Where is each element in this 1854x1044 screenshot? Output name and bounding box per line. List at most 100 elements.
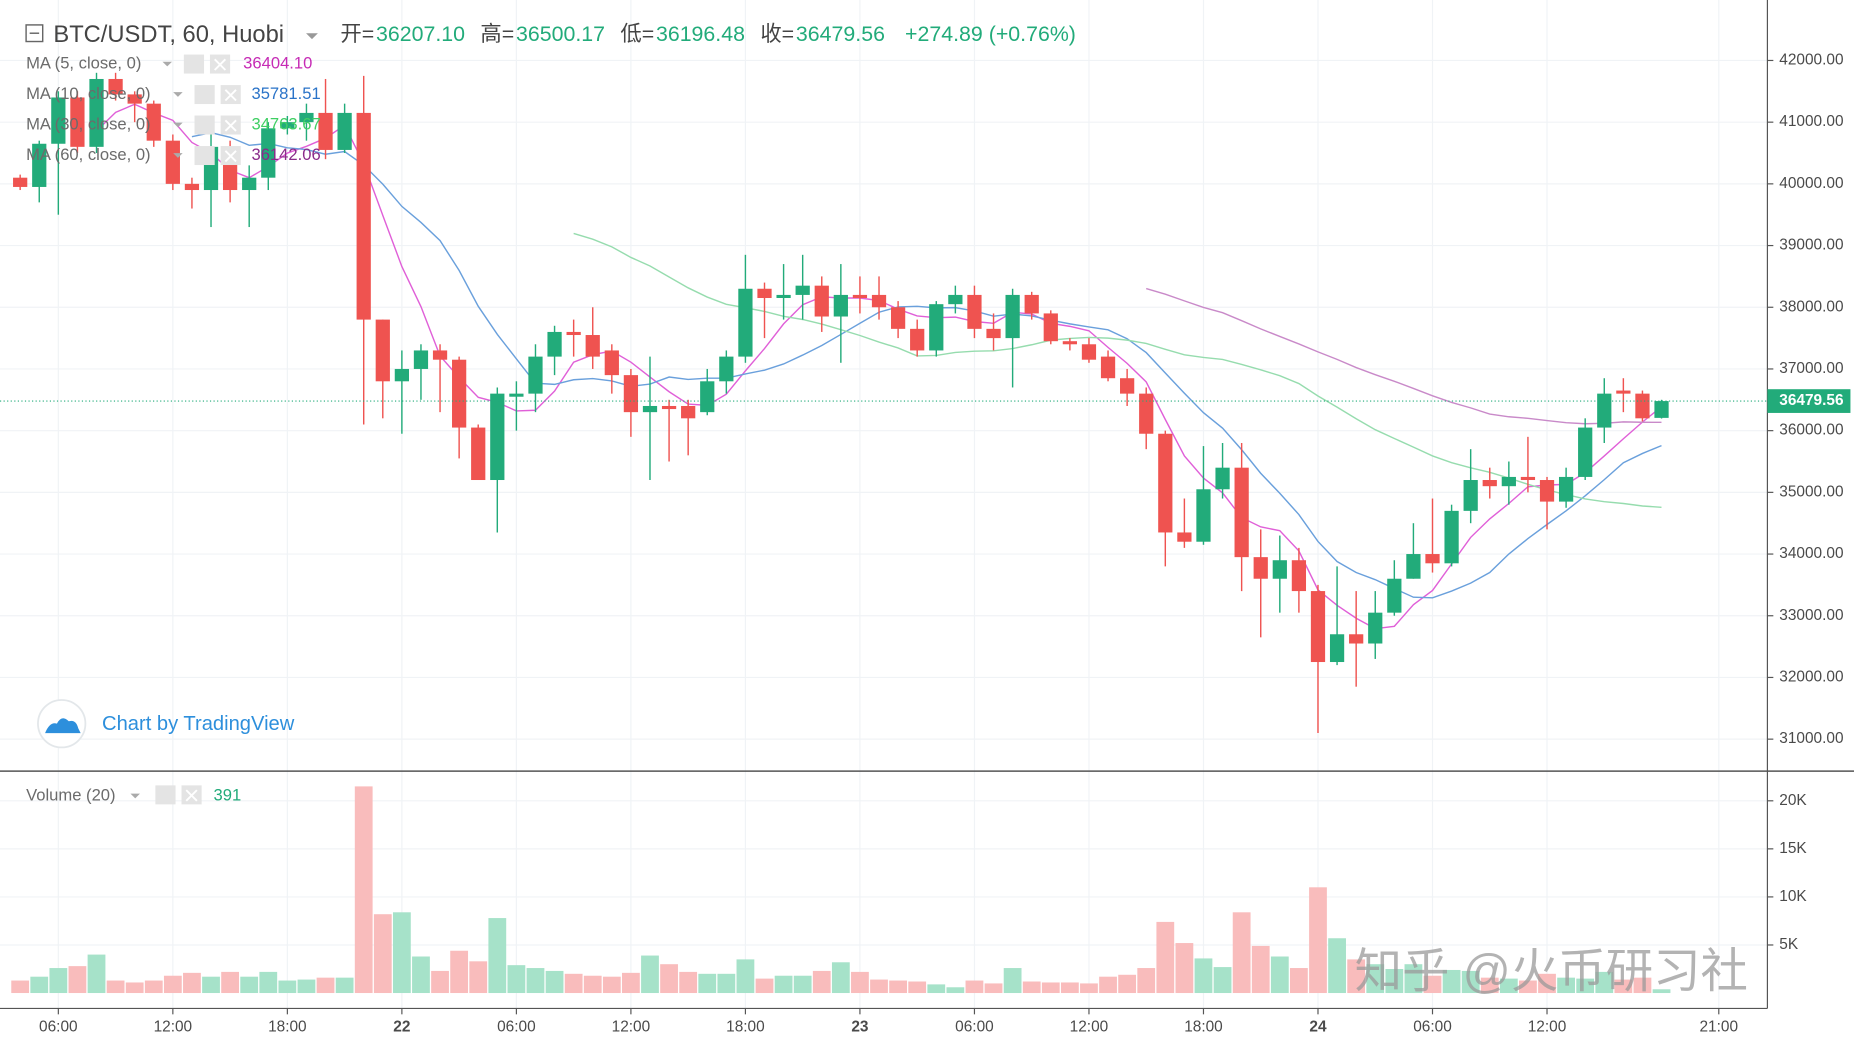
close-icon-x [214,58,227,71]
volume-bar [698,973,717,994]
field-label: 高= [480,22,514,46]
candle-body [242,177,257,191]
volume-bar [240,976,259,994]
volume-bar [278,980,297,994]
candle-body [1387,578,1402,613]
branding-text: Chart by TradingView [102,713,295,735]
candle-body [967,294,982,329]
volume-bar [297,979,316,994]
settings-icon[interactable] [194,85,215,105]
volume-bar [1461,970,1480,994]
volume-bar [679,971,698,994]
indicator-dropdown[interactable] [173,122,183,128]
volume-bar [641,955,659,994]
volume-bar [1194,958,1213,994]
volume-name: Volume (20) [26,785,115,804]
volume-bar [851,971,869,994]
indicator-name: MA (30, close, 0) [26,114,151,133]
last-price-box [1767,389,1851,413]
settings-icon[interactable] [194,115,215,135]
candle-body [795,285,810,295]
y-tick-label: 42000.00 [1779,52,1843,69]
volume-bar [259,971,278,994]
volume-bar [984,983,1003,994]
field-label: 收= [760,22,794,46]
candle-body [1310,591,1326,663]
volume-bar [221,971,240,994]
volume-bar [1480,977,1499,994]
y-tick-label: 40000.00 [1779,175,1843,192]
y-tick-label: 37000.00 [1779,360,1843,377]
candle-body [948,294,963,305]
volume-bar [49,968,68,994]
volume-bar [106,980,125,994]
candle-body [700,381,715,413]
candle-body [1425,554,1440,564]
indicator-dropdown[interactable] [173,153,183,158]
x-tick-label: 12:00 [612,1018,651,1035]
candle-body [1005,294,1020,339]
volume-bar [927,984,946,994]
x-tick-label: 18:00 [268,1018,307,1035]
candle-body [1597,393,1612,428]
indicator-dropdown[interactable] [173,92,183,97]
volume-bar [1328,938,1346,994]
x-tick-label: 06:00 [1413,1018,1452,1035]
settings-icon[interactable] [183,54,205,74]
volume-bar [450,950,469,994]
close-icon-x [224,119,237,132]
y-tick-label: 36000.00 [1779,422,1843,439]
volume-bar [1022,981,1041,994]
candle-body [1215,467,1230,490]
settings-icon[interactable] [194,146,215,166]
ma-line [573,232,1662,508]
x-tick-label: 12:00 [154,1018,193,1035]
candle-body [833,294,848,317]
y-tick-label: 33000.00 [1779,607,1843,624]
field-value: 36196.48 [656,22,745,46]
volume-bar [1519,980,1537,994]
candle-body [852,294,868,299]
volume-bar [507,965,526,994]
volume-dropdown[interactable] [130,793,140,799]
candle-body [432,350,448,360]
volume-bar [736,959,755,994]
collapse-icon[interactable] [25,24,44,43]
candle-body [1158,433,1173,533]
volume-bar [1614,979,1633,994]
volume-bar [1270,956,1289,994]
field-value: 36207.10 [376,22,465,46]
symbol: BTC/USDT, 60, Huobi [53,22,284,48]
candle-body [1043,313,1058,342]
y-tick-label: 34000.00 [1779,545,1843,562]
candle-body [719,356,734,382]
candle-body [1482,480,1497,487]
candle-body [32,143,47,187]
candle-body [1654,401,1669,418]
volume-bar [1404,964,1423,994]
volume-bar [202,976,220,994]
candle-body [509,393,524,397]
candle-body [814,285,829,317]
close-icon-x [224,150,237,163]
branding[interactable]: Chart by TradingView [37,699,295,749]
volume-bar [30,976,49,994]
candle-body [1539,480,1555,502]
volume-bar [583,975,602,994]
volume-bar [412,956,430,994]
grid [0,0,1768,1009]
volume-bar [431,970,449,994]
candles [13,72,1669,733]
volume-bar [545,970,564,994]
field-label: 开= [340,22,374,46]
indicator-dropdown[interactable] [162,61,172,67]
dropdown-arrow[interactable] [306,33,318,40]
volume-tick-label: 10K [1779,888,1807,905]
candle-body [1616,390,1631,394]
settings-icon[interactable] [155,785,176,805]
volume-bar [1347,959,1366,994]
x-tick-label: 23 [851,1018,869,1035]
candle-body [661,405,677,410]
candle-body [604,350,619,376]
